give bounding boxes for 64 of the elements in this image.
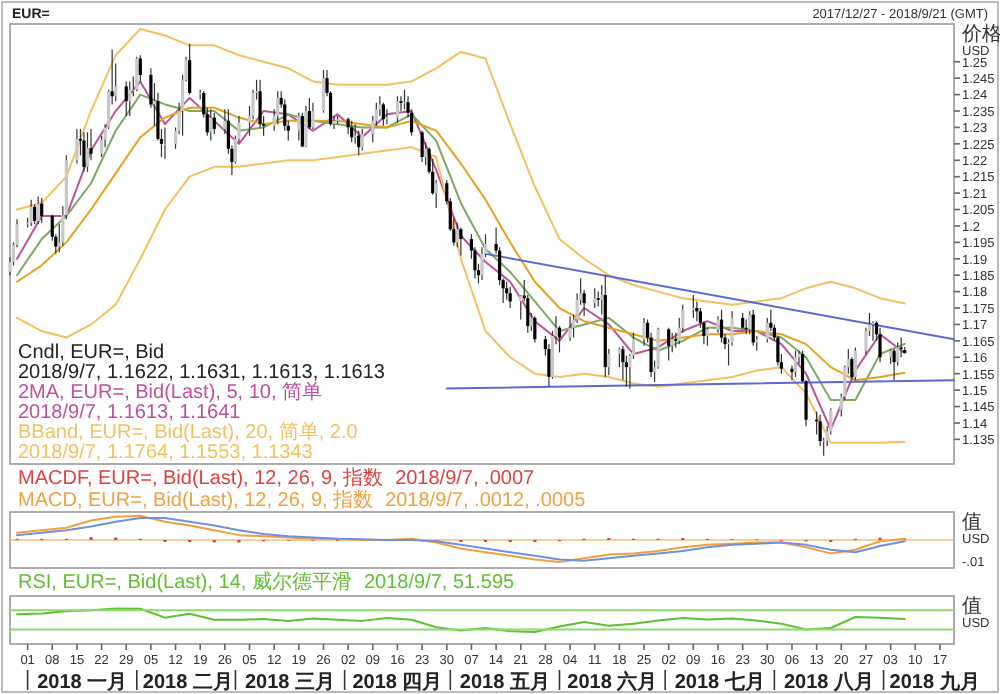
line-series — [16, 146, 906, 444]
candlestick — [163, 126, 167, 160]
candlestick — [311, 102, 315, 130]
candlestick — [459, 226, 463, 257]
candlestick — [853, 346, 857, 381]
annotation: 2018/9/7, 1.1613, 1.1641 — [18, 402, 242, 424]
candlestick — [899, 336, 903, 358]
candlestick — [297, 112, 301, 142]
candlestick — [321, 69, 326, 114]
candlestick — [188, 43, 192, 96]
candlestick — [667, 327, 671, 362]
candlestick — [36, 195, 40, 225]
candlestick — [135, 56, 139, 92]
candlestick — [533, 315, 537, 344]
candlestick — [607, 348, 611, 376]
series-label: RSI, EUR=, Bid(Last), 14, 威尔德平滑 — [18, 570, 352, 594]
text: 2018 五月 — [459, 672, 550, 694]
candlestick — [33, 204, 37, 225]
text: 2018 三月 — [245, 672, 336, 694]
candlestick — [300, 112, 304, 148]
candlestick — [304, 105, 308, 148]
text: MACDF, EUR=, Bid(Last), 12, 26, 9, 指数 — [18, 466, 384, 490]
candlestick — [138, 54, 142, 83]
text: 2MA, EUR=, Bid(Last), 5, 10, 简单 — [18, 380, 322, 404]
candlestick — [75, 128, 79, 165]
candlestick — [258, 79, 262, 129]
candlestick — [691, 294, 695, 319]
candlestick — [751, 309, 755, 347]
text: 2018 四月 — [352, 672, 443, 694]
candlestick — [381, 102, 385, 127]
candlestick — [360, 128, 364, 152]
candlestick — [350, 120, 354, 143]
text: 2018/9/7, .0007 — [395, 468, 536, 490]
series-label: MACD, EUR=, Bid(Last), 12, 26, 9, 指数 — [18, 488, 374, 512]
candlestick — [765, 317, 769, 344]
candlestick — [878, 327, 882, 363]
candlestick — [455, 222, 459, 248]
text: 2018 九月 — [889, 670, 980, 694]
annotation: 2018/9/7, 1.1764, 1.1553, 1.1343 — [18, 442, 314, 464]
annotation: Cndl, EUR=, Bid — [18, 342, 165, 364]
text: 2018/9/7, 51.595 — [364, 572, 516, 594]
text: 2018 一月 — [37, 672, 128, 694]
text: 2018 七月 — [674, 670, 765, 694]
candlestick — [82, 131, 86, 173]
candlestick — [621, 345, 625, 381]
candlestick — [508, 286, 512, 309]
candlestick — [568, 315, 572, 342]
candlestick — [85, 131, 90, 173]
line-series — [16, 27, 906, 306]
candlestick — [505, 281, 509, 301]
candlestick — [395, 95, 400, 124]
candlestick — [793, 350, 798, 378]
candlestick — [124, 80, 128, 117]
candlestick — [642, 317, 646, 347]
annotation: 2018/9/7, 1.1622, 1.1631, 1.1613, 1.1613 — [18, 362, 386, 384]
text: 2018 八月 — [783, 670, 874, 694]
candlestick — [705, 327, 710, 347]
text: 2018 二月 — [142, 672, 233, 694]
text: BBand, EUR=, Bid(Last), 20, 简单, 2.0 — [18, 420, 359, 444]
candlestick — [40, 197, 44, 224]
text: 2018/9/7, .0012, .0005 — [385, 490, 587, 512]
candlestick — [420, 130, 424, 163]
text: 2018 六月 — [567, 670, 658, 694]
candlestick — [670, 332, 674, 353]
